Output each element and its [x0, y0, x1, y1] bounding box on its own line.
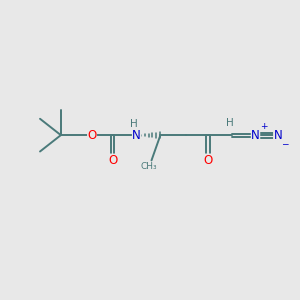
Text: O: O — [203, 154, 213, 167]
Text: H: H — [130, 119, 137, 129]
Text: +: + — [260, 122, 268, 131]
Text: N: N — [132, 129, 141, 142]
Text: N: N — [273, 129, 282, 142]
Text: N: N — [251, 129, 260, 142]
Text: O: O — [108, 154, 118, 167]
Text: O: O — [87, 129, 97, 142]
Text: CH₃: CH₃ — [141, 162, 158, 171]
Text: −: − — [281, 139, 289, 148]
Text: H: H — [226, 118, 234, 128]
